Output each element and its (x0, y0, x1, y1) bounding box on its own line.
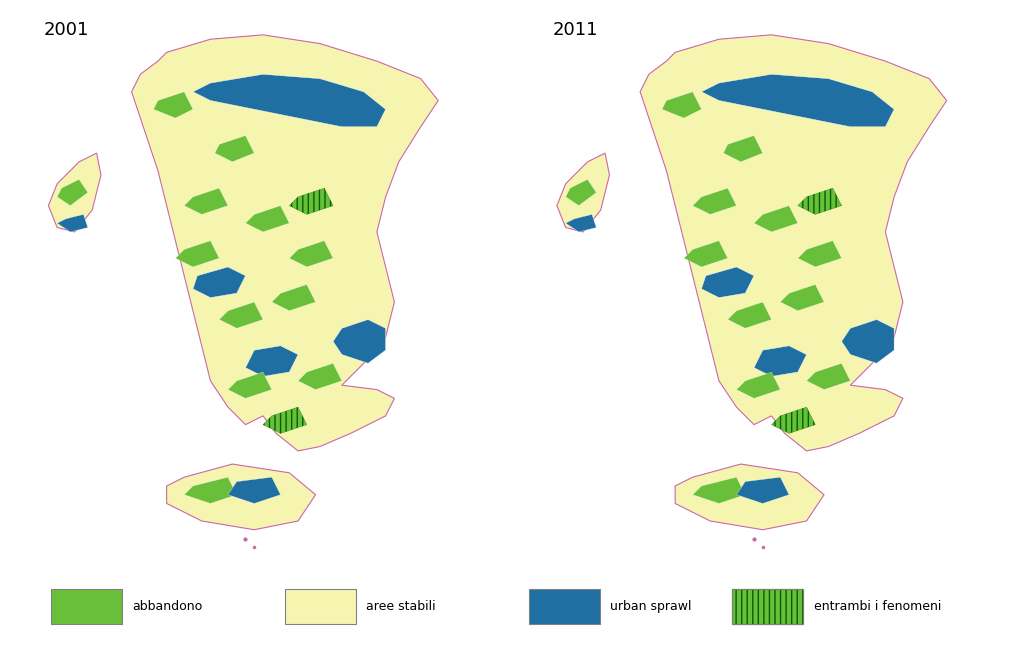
Polygon shape (184, 188, 228, 214)
FancyBboxPatch shape (285, 589, 356, 624)
Polygon shape (772, 407, 816, 433)
Polygon shape (57, 179, 87, 206)
Polygon shape (57, 214, 87, 232)
Polygon shape (723, 136, 763, 162)
FancyBboxPatch shape (51, 589, 122, 624)
Text: aree stabili: aree stabili (366, 600, 435, 613)
Polygon shape (215, 136, 254, 162)
Polygon shape (167, 464, 315, 530)
Polygon shape (220, 302, 263, 328)
Polygon shape (754, 206, 797, 232)
Text: urban sprawl: urban sprawl (610, 600, 692, 613)
Polygon shape (662, 92, 702, 118)
Polygon shape (184, 477, 237, 503)
Polygon shape (736, 477, 789, 503)
Polygon shape (702, 74, 894, 127)
Polygon shape (193, 74, 385, 127)
Polygon shape (245, 345, 298, 377)
Polygon shape (289, 241, 334, 267)
Polygon shape (193, 267, 245, 298)
Polygon shape (842, 320, 894, 364)
Polygon shape (557, 153, 609, 232)
Polygon shape (131, 35, 438, 451)
Text: 2001: 2001 (44, 21, 89, 39)
Polygon shape (780, 285, 824, 311)
Polygon shape (334, 320, 385, 364)
Polygon shape (806, 364, 850, 389)
Polygon shape (565, 179, 596, 206)
Polygon shape (797, 241, 842, 267)
Text: abbandono: abbandono (132, 600, 202, 613)
Polygon shape (736, 372, 780, 399)
Polygon shape (728, 302, 772, 328)
Polygon shape (702, 267, 754, 298)
Polygon shape (675, 464, 824, 530)
Polygon shape (263, 407, 307, 433)
Polygon shape (640, 35, 947, 451)
Polygon shape (298, 364, 342, 389)
FancyBboxPatch shape (529, 589, 600, 624)
Polygon shape (228, 372, 272, 399)
Text: entrambi i fenomeni: entrambi i fenomeni (814, 600, 941, 613)
Polygon shape (693, 188, 736, 214)
Text: 2011: 2011 (552, 21, 598, 39)
Polygon shape (49, 153, 101, 232)
Polygon shape (154, 92, 193, 118)
Polygon shape (797, 188, 842, 214)
Polygon shape (289, 188, 334, 214)
Polygon shape (245, 206, 289, 232)
Polygon shape (175, 241, 220, 267)
Polygon shape (754, 345, 806, 377)
Polygon shape (565, 214, 596, 232)
Polygon shape (683, 241, 728, 267)
Polygon shape (228, 477, 281, 503)
FancyBboxPatch shape (732, 589, 803, 624)
Polygon shape (272, 285, 315, 311)
Polygon shape (693, 477, 745, 503)
